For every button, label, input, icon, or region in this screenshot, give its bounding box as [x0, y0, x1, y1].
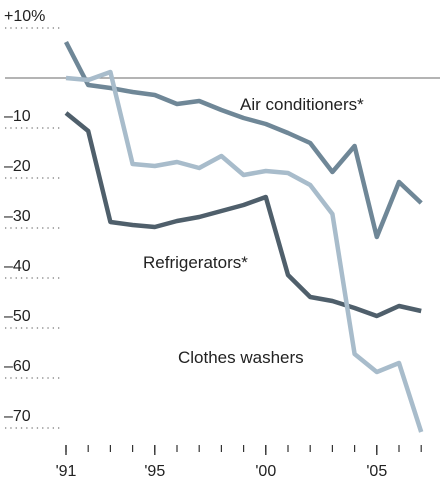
x-tick-label: '00 — [255, 463, 276, 480]
series-line — [65, 69, 424, 433]
x-tick-label: '05 — [366, 463, 387, 480]
y-tick-label: –50 — [4, 308, 31, 325]
x-tick-label: '95 — [144, 463, 165, 480]
series-label: Clothes washers — [178, 348, 304, 367]
y-tick-label: –10 — [4, 108, 31, 125]
y-tick-label: +10% — [4, 8, 45, 25]
y-tick-label: –40 — [4, 258, 31, 275]
series-label: Air conditioners* — [240, 95, 364, 114]
series-line — [64, 111, 422, 319]
series-label: Refrigerators* — [143, 253, 248, 272]
y-tick-label: –30 — [4, 208, 31, 225]
x-tick-label: '91 — [56, 463, 77, 480]
y-tick-label: –60 — [4, 358, 31, 375]
series-line — [64, 40, 423, 240]
y-tick-label: –20 — [4, 158, 31, 175]
y-tick-label: –70 — [4, 408, 31, 425]
